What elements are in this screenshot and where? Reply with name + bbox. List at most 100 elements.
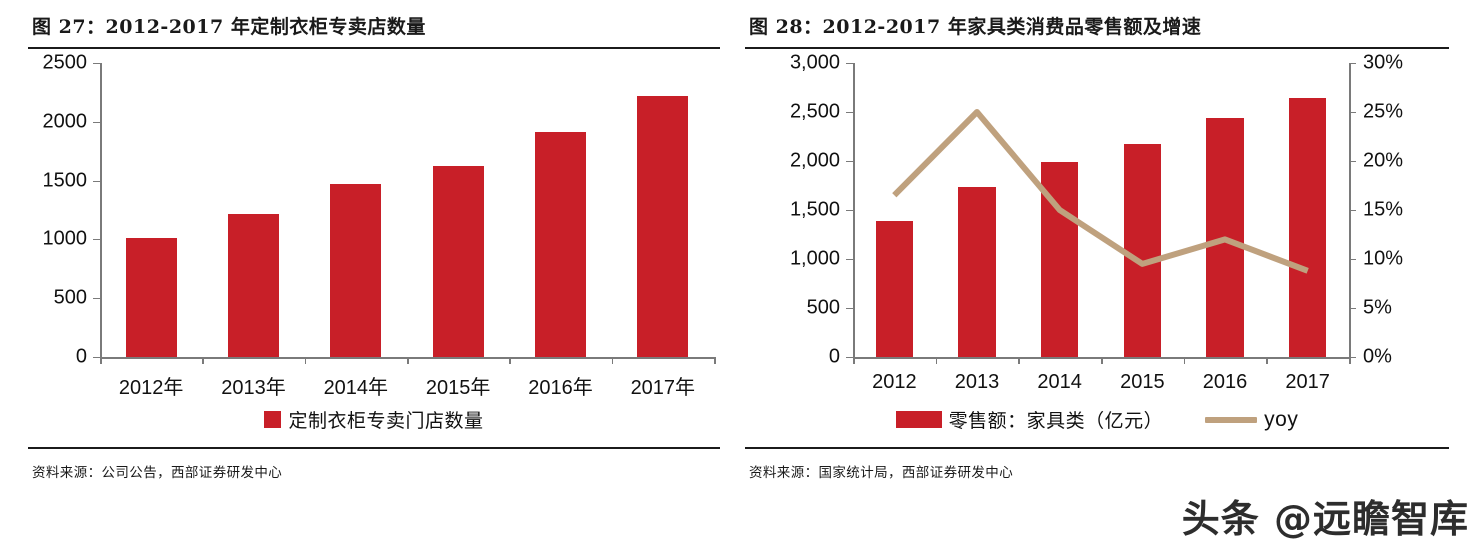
y-tick	[93, 121, 100, 123]
bar-2015年	[432, 166, 484, 357]
y2-tick	[1349, 63, 1356, 64]
y-axis-line	[100, 63, 102, 357]
y-axis-line	[853, 63, 855, 357]
bar-chart-27: 0 500 1000 1500 2000 2500 2012年 2013年 2014年 2015年…	[28, 49, 720, 447]
x-tick-label: 2017	[1285, 371, 1330, 393]
bar-2017	[1289, 98, 1327, 357]
legend-item-1: yoy	[1205, 408, 1298, 432]
bar-2012年	[125, 238, 177, 357]
x-tick	[1018, 357, 1020, 364]
bar-2017年	[637, 95, 689, 357]
x-tick	[509, 357, 511, 364]
chart-legend-28: 零售额：家具类（亿元） yoy	[745, 406, 1449, 433]
panel-rule-bottom-28	[745, 447, 1449, 449]
y-tick-label: 2500	[42, 51, 88, 74]
figure-panel-27: 图 27：2012-2017 年定制衣柜专卖店数量 0 500 1000 1500 20…	[28, 12, 720, 533]
x-tick	[714, 357, 716, 364]
y-tick-label: 500	[53, 286, 87, 309]
y2-tick	[1349, 308, 1356, 309]
y-tick-label: 3,000	[789, 51, 840, 74]
x-tick-label: 2014年	[323, 377, 389, 399]
x-tick-label: 2016	[1202, 371, 1248, 393]
y-tick-label: 2,500	[789, 100, 840, 123]
legend-label: 零售额：家具类（亿元）	[948, 410, 1164, 432]
x-tick-label: 2014	[1037, 371, 1082, 393]
panel-rule-bottom-27	[28, 447, 720, 449]
y2-tick-label: 5%	[1363, 296, 1392, 319]
x-tick-label: 2016年	[528, 377, 593, 399]
y-tick-label: 500	[806, 296, 840, 319]
x-tick	[1101, 357, 1103, 364]
x-tick-label: 2013	[954, 371, 1000, 393]
y2-tick-label: 10%	[1363, 247, 1404, 270]
panel-title-27: 图 27：2012-2017 年定制衣柜专卖店数量	[32, 16, 426, 38]
y-tick	[846, 63, 853, 64]
x-tick	[853, 357, 855, 364]
chart-legend-27: 定制衣柜专卖门店数量	[28, 406, 720, 433]
bar-2013	[958, 187, 996, 357]
x-tick-label: 2015	[1120, 371, 1165, 393]
x-tick	[611, 357, 614, 364]
bar-2014年	[330, 184, 382, 357]
y2-tick	[1349, 161, 1356, 162]
legend-item-0: 定制衣柜专卖门店数量	[264, 406, 483, 433]
y-tick	[846, 210, 853, 211]
y2-tick-label: 15%	[1363, 198, 1404, 221]
legend-box-swatch	[264, 411, 282, 428]
y-tick	[846, 112, 853, 113]
bar-2012	[875, 220, 913, 357]
yoy-line-layer	[892, 109, 1309, 274]
x-tick-label: 2017年	[630, 377, 696, 399]
figure-panel-28: 图 28：2012-2017 年家具类消费品零售额及增速 0 500 1,000 1,…	[745, 12, 1449, 533]
y2-tick-label: 0%	[1363, 345, 1392, 368]
x-tick	[935, 357, 938, 364]
y-tick	[93, 180, 100, 182]
y-tick-label: 2,000	[789, 149, 840, 172]
y2-tick-label: 25%	[1363, 100, 1404, 123]
panel-source-27: 资料来源：公司公告，西部证券研发中心	[32, 465, 283, 481]
y-tick-label: 1,500	[789, 198, 840, 221]
legend-label: 定制衣柜专卖门店数量	[288, 410, 484, 432]
x-tick	[202, 357, 204, 364]
x-tick-label: 2013年	[221, 377, 286, 399]
panel-rule-top-27	[28, 47, 720, 49]
legend-label: yoy	[1264, 407, 1299, 431]
y-tick	[93, 239, 100, 241]
y-tick-label: 1,000	[789, 247, 840, 270]
y2-tick-label: 20%	[1363, 149, 1404, 172]
x-tick	[304, 357, 307, 364]
bar-2013年	[227, 214, 280, 357]
chart-area-27: 0 500 1000 1500 2000 2500 2012年 2013年 2014年 2015年…	[28, 49, 720, 447]
x-tick-label: 2015年	[425, 377, 491, 399]
x-tick-label: 2012年	[118, 377, 184, 399]
x-tick	[407, 357, 409, 364]
line-series-yoy	[892, 109, 1309, 274]
chart-area-28: 0 500 1,000 1,500 2,000 2,500 3,000 0% 5% 10% 15% 2…	[745, 49, 1449, 447]
y-tick	[93, 63, 100, 64]
bar-2016年	[534, 131, 587, 357]
panel-rule-top-28	[745, 47, 1449, 49]
y-tick-label: 2000	[42, 110, 88, 133]
y-tick	[846, 357, 853, 358]
x-tick	[1183, 357, 1186, 364]
x-tick	[1349, 357, 1351, 364]
y2-tick	[1349, 112, 1356, 113]
y-tick	[846, 308, 853, 309]
legend-item-0: 零售额：家具类（亿元）	[895, 406, 1164, 433]
y-tick-label: 0	[828, 345, 840, 368]
y-tick	[846, 161, 853, 162]
y-tick	[93, 357, 100, 358]
combo-chart-28: 0 500 1,000 1,500 2,000 2,500 3,000 0% 5% 10% 15% 2…	[745, 49, 1449, 447]
x-tick	[100, 357, 102, 364]
y-tick-label: 1000	[42, 227, 88, 250]
panel-source-28: 资料来源：国家统计局，西部证券研发中心	[749, 465, 1014, 481]
y2-tick	[1349, 357, 1356, 358]
y2-tick-label: 30%	[1363, 51, 1404, 74]
x-tick-label: 2012	[872, 371, 917, 393]
bar-2015	[1123, 144, 1161, 357]
legend-line-swatch	[1205, 416, 1258, 423]
y-tick-label: 1500	[42, 169, 88, 192]
y-tick	[846, 259, 853, 260]
x-tick	[1266, 357, 1268, 364]
